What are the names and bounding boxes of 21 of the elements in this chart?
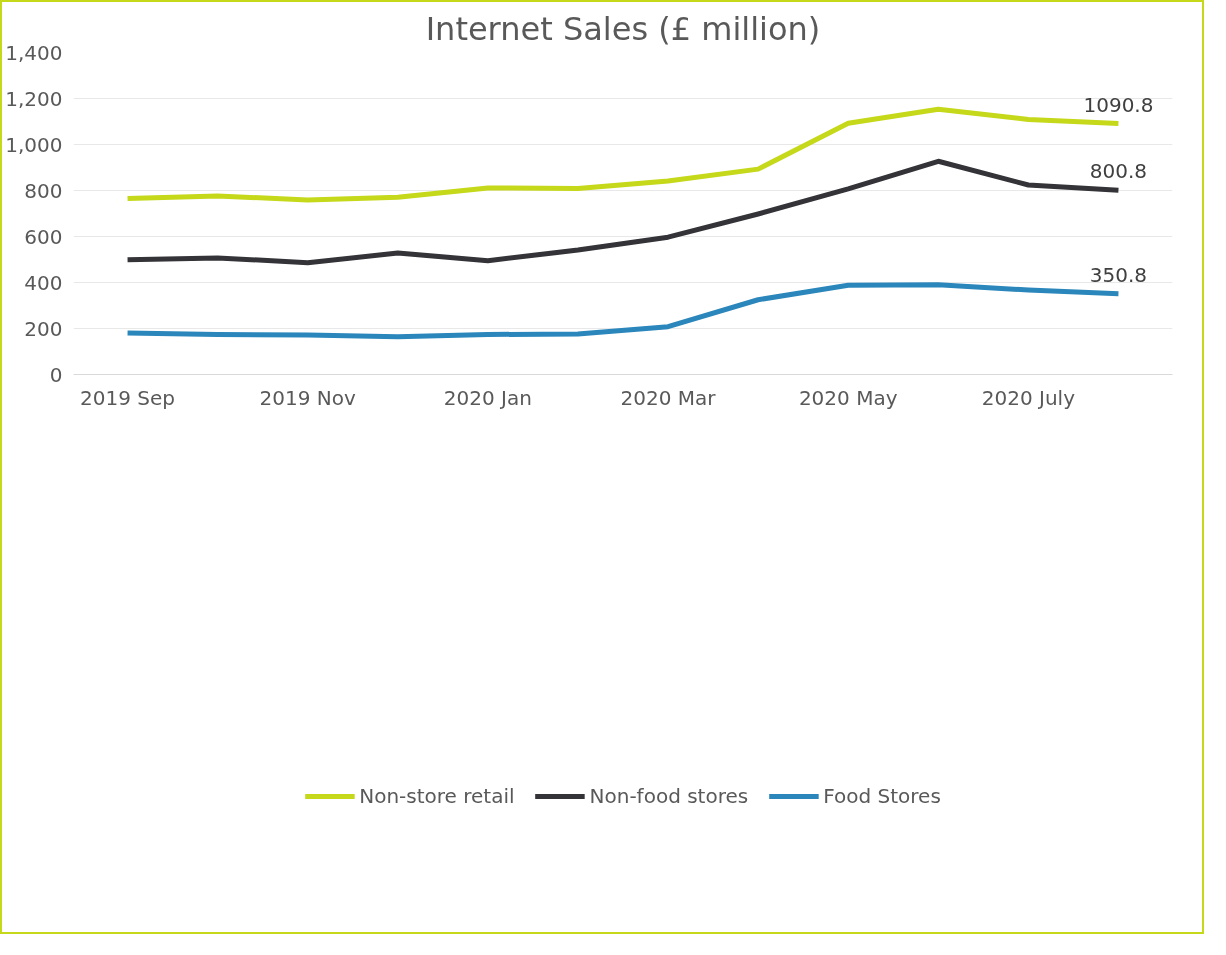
y-tick-label: 1,400	[5, 40, 63, 65]
y-tick-label: 1,200	[5, 86, 63, 111]
x-tick-label: 2020 May	[798, 385, 898, 410]
y-tick-label: 400	[24, 270, 63, 295]
y-tick-label: 200	[24, 316, 63, 341]
legend-label: Food Stores	[823, 784, 941, 808]
x-tick-label: 2020 Mar	[620, 385, 717, 410]
x-tick-label: 2020 July	[981, 385, 1076, 410]
x-tick-label: 2019 Sep	[80, 385, 176, 410]
data-label: 350.8	[1089, 262, 1148, 287]
y-tick-label: 600	[24, 224, 63, 249]
y-tick-label: 0	[49, 362, 63, 387]
data-label: 1090.8	[1083, 92, 1154, 117]
x-tick-label: 2020 Jan	[443, 385, 532, 410]
y-tick-label: 1,000	[5, 132, 63, 157]
chart-title: Internet Sales (£ million)	[425, 9, 821, 48]
data-label: 800.8	[1089, 159, 1148, 184]
y-tick-label: 800	[24, 178, 63, 203]
legend-label: Non-food stores	[589, 784, 749, 808]
legend-label: Non-store retail	[359, 784, 515, 808]
x-tick-label: 2019 Nov	[259, 385, 357, 410]
